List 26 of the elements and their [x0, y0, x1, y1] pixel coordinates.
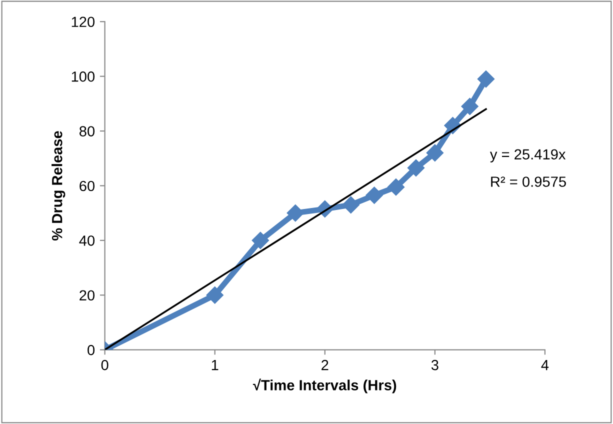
- y-tick-label: 100: [72, 71, 95, 82]
- y-tick-label: 60: [80, 180, 95, 192]
- annotation: y = 25.419x: [490, 149, 566, 162]
- y-tick-label: 40: [79, 236, 95, 246]
- y-tick-label: 20: [80, 290, 95, 301]
- y-tick-label: 0: [88, 344, 95, 356]
- x-tick-label: 4: [541, 360, 549, 370]
- point: [366, 186, 383, 204]
- point: [206, 286, 224, 304]
- point: [342, 196, 360, 214]
- y-tick-label: 80: [80, 126, 95, 136]
- point: [286, 204, 304, 222]
- x-tick-label: 3: [431, 360, 438, 370]
- point: [387, 178, 405, 196]
- point: [252, 232, 269, 249]
- y-axis-title: % Drug Release: [52, 131, 66, 240]
- point: [477, 70, 495, 88]
- x-tick-label: 0: [101, 360, 108, 370]
- x-axis-title: √Time Intervals (Hrs): [252, 378, 396, 394]
- point: [461, 98, 478, 115]
- x-tick-label: 2: [322, 360, 328, 370]
- annotation: R² = 0.9575: [491, 176, 566, 187]
- point: [407, 159, 425, 176]
- y-tick-label: 120: [72, 16, 95, 28]
- x-tick-label: 1: [212, 360, 218, 370]
- point: [426, 144, 444, 162]
